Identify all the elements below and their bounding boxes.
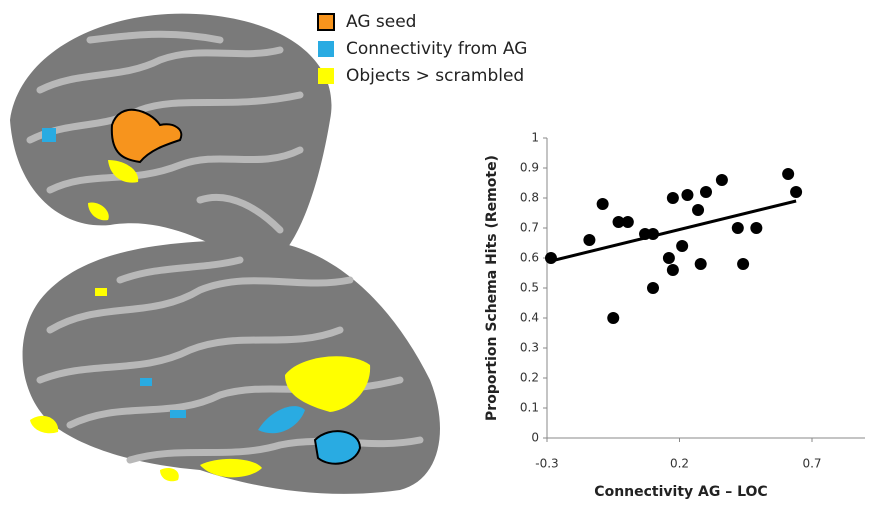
y-tick-label: 0.2 (520, 371, 539, 385)
point (667, 192, 679, 204)
point (647, 282, 659, 294)
point (681, 189, 693, 201)
point (663, 252, 675, 264)
y-tick-label: 0 (531, 431, 539, 445)
y-tick-label: 0.7 (520, 221, 539, 235)
y-tick-label: 0.8 (520, 191, 539, 205)
y-tick-label: 1 (531, 131, 539, 145)
point (647, 228, 659, 240)
point (782, 168, 794, 180)
point (676, 240, 688, 252)
legend-label: Objects > scrambled (346, 66, 524, 86)
y-tick-label: 0.3 (520, 341, 539, 355)
y-tick-label: 0.5 (520, 281, 539, 295)
plot: 0 0.1 0.2 0.3 0.4 0.5 0.6 0.7 0.8 0.9 1 -0.3 0.2 0.7 C… (484, 131, 865, 501)
point (732, 222, 744, 234)
point (667, 264, 679, 276)
point (695, 258, 707, 270)
point (607, 312, 619, 324)
figure: AG seed Connectivity from AG Objects > scr… (0, 0, 872, 514)
point (716, 174, 728, 186)
x-tick-label: -0.3 (535, 457, 558, 471)
page: AG seed Connectivity from AG Objects > scr… (0, 0, 872, 514)
legend-label: AG seed (346, 12, 416, 32)
point (583, 234, 595, 246)
y-tick-label: 0.6 (520, 251, 539, 265)
x-axis-label: Connectivity AG – LOC (594, 484, 767, 500)
legend-label: Connectivity from AG (346, 39, 527, 59)
point (737, 258, 749, 270)
y-tick-label: 0.1 (520, 401, 539, 415)
point (622, 216, 634, 228)
x-tick-label: 0.7 (802, 457, 821, 471)
brain-upper (10, 14, 332, 270)
legend-swatch (318, 68, 334, 84)
y-tick-label: 0.9 (520, 161, 539, 175)
legend-swatch (318, 14, 334, 30)
x-tick-label: 0.2 (670, 457, 689, 471)
legend: AG seed Connectivity from AG Objects > scr… (318, 12, 527, 86)
point (700, 186, 712, 198)
point (692, 204, 704, 216)
y-tick-label: 0.4 (520, 311, 539, 325)
point (750, 222, 762, 234)
point (597, 198, 609, 210)
point (545, 252, 557, 264)
legend-swatch (318, 41, 334, 57)
y-axis-label: Proportion Schema Hits (Remote) (484, 155, 500, 421)
brain-lower (23, 240, 440, 494)
point (790, 186, 802, 198)
